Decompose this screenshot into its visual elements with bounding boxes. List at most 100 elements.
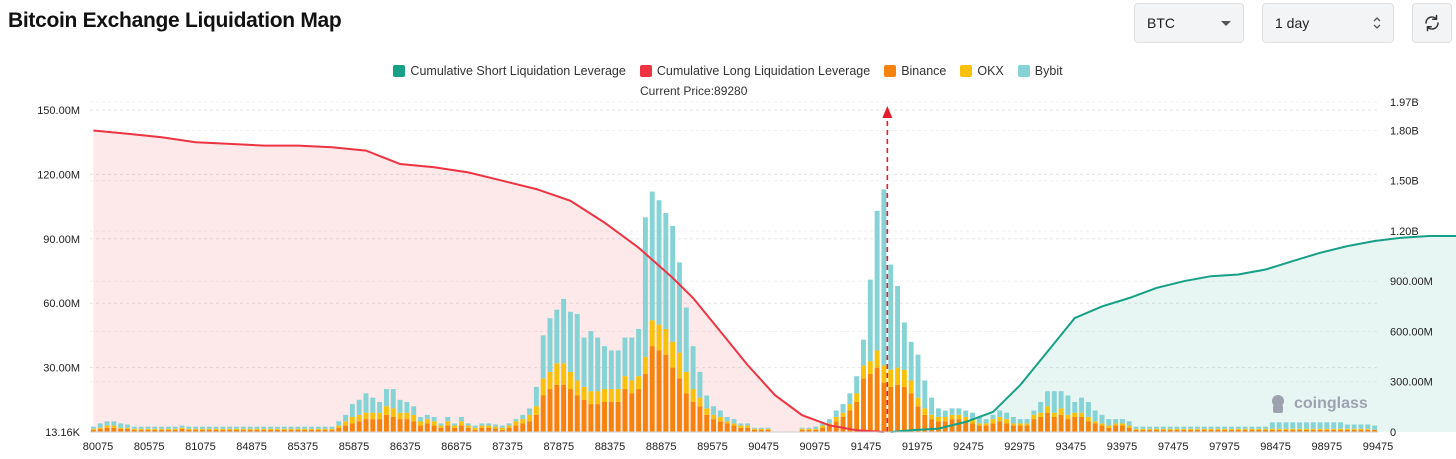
coin-select[interactable]: BTC xyxy=(1134,3,1244,43)
bar-binance xyxy=(1167,429,1173,432)
bar-okx xyxy=(1276,428,1282,430)
bar-okx xyxy=(1031,414,1037,420)
bar-bybit xyxy=(111,421,117,426)
bar-okx xyxy=(1283,428,1289,430)
bar-binance xyxy=(1283,429,1289,432)
bar-binance xyxy=(717,421,723,432)
x-tick-label: 91975 xyxy=(902,441,933,453)
bar-binance xyxy=(1004,423,1010,432)
time-range-select[interactable]: 1 day xyxy=(1262,3,1394,43)
bar-okx xyxy=(329,428,335,430)
y-right-tick-label: 1.20B xyxy=(1390,226,1419,238)
bar-bybit xyxy=(274,426,280,429)
bar-okx xyxy=(1119,423,1125,426)
bar-okx xyxy=(1085,416,1091,422)
bar-bybit xyxy=(1065,395,1071,415)
bar-okx xyxy=(602,389,607,402)
bar-okx xyxy=(111,425,117,428)
bar-okx xyxy=(1303,428,1309,430)
bar-bybit xyxy=(268,426,274,429)
bar-binance xyxy=(322,429,328,432)
bar-binance xyxy=(820,427,826,432)
watermark-text: coinglass xyxy=(1294,395,1368,412)
bar-okx xyxy=(854,393,860,402)
bar-binance xyxy=(97,428,103,432)
bar-binance xyxy=(527,421,533,432)
bar-bybit xyxy=(1372,425,1378,430)
bar-okx xyxy=(356,414,362,422)
bar-bybit xyxy=(1017,419,1023,424)
bar-binance xyxy=(1058,414,1064,432)
legend-swatch xyxy=(960,65,973,77)
bar-okx xyxy=(104,425,110,428)
bar-binance xyxy=(861,378,866,432)
bar-binance xyxy=(690,401,696,432)
legend-item-binance[interactable]: Binance xyxy=(884,64,946,78)
bar-okx xyxy=(363,412,369,420)
bar-binance xyxy=(1310,429,1316,432)
bar-okx xyxy=(322,428,328,430)
bar-bybit xyxy=(1297,422,1303,429)
bar-okx xyxy=(888,369,894,387)
legend-item-long-leverage[interactable]: Cumulative Long Liquidation Leverage xyxy=(639,64,870,78)
bar-okx xyxy=(956,414,962,420)
y-right-tick-label: 600.00M xyxy=(1390,326,1433,338)
bar-binance xyxy=(349,423,355,432)
bar-okx xyxy=(1269,428,1275,430)
bar-bybit xyxy=(472,425,478,428)
bar-okx xyxy=(499,427,505,430)
bar-binance xyxy=(309,429,314,432)
short-leverage-area xyxy=(890,236,1456,432)
bar-bybit xyxy=(193,426,199,429)
bar-bybit xyxy=(717,410,723,417)
bar-bybit xyxy=(247,426,253,429)
legend-item-bybit[interactable]: Bybit xyxy=(1017,64,1063,78)
bar-binance xyxy=(1208,429,1214,432)
x-tick-label: 87375 xyxy=(492,441,523,453)
bar-bybit xyxy=(322,426,328,429)
bar-bybit xyxy=(935,408,941,417)
bar-bybit xyxy=(104,421,110,426)
bar-bybit xyxy=(724,416,730,422)
bar-okx xyxy=(683,371,689,394)
bar-binance xyxy=(452,427,458,432)
current-price-label: Current Price:89280 xyxy=(640,84,748,98)
bar-binance xyxy=(1024,425,1030,432)
bar-bybit xyxy=(608,350,614,390)
bar-bybit xyxy=(649,191,655,321)
legend-item-short-leverage[interactable]: Cumulative Short Liquidation Leverage xyxy=(393,64,626,78)
bar-bybit xyxy=(561,298,567,364)
bar-binance xyxy=(1249,429,1255,432)
short-leverage-line xyxy=(890,235,1456,433)
refresh-button[interactable] xyxy=(1412,3,1452,43)
bar-binance xyxy=(295,429,301,432)
bar-binance xyxy=(268,429,274,432)
bar-bybit xyxy=(581,337,587,387)
bar-bybit xyxy=(1351,424,1357,429)
bar-okx xyxy=(990,419,996,424)
bar-binance xyxy=(172,429,178,432)
bar-bybit xyxy=(131,426,137,429)
bar-binance xyxy=(1317,429,1323,432)
bar-binance xyxy=(479,427,485,432)
bar-bybit xyxy=(1263,426,1269,429)
bar-okx xyxy=(1092,421,1098,424)
bar-binance xyxy=(935,421,941,432)
bar-binance xyxy=(976,425,982,432)
bar-binance xyxy=(711,419,717,432)
bar-binance xyxy=(1140,429,1146,432)
coinglass-watermark: coinglass xyxy=(1266,392,1368,416)
bar-bybit xyxy=(206,426,212,429)
legend-item-okx[interactable]: OKX xyxy=(960,64,1004,78)
bar-okx xyxy=(152,428,158,430)
bar-bybit xyxy=(349,404,355,417)
bar-bybit xyxy=(261,426,267,429)
y-right-tick-label: 300.00M xyxy=(1390,377,1433,389)
bar-binance xyxy=(854,401,860,432)
bar-okx xyxy=(881,365,887,383)
bar-binance xyxy=(227,429,233,432)
bar-bybit xyxy=(854,376,860,394)
bar-binance xyxy=(1113,425,1119,432)
bar-bybit xyxy=(949,408,955,415)
